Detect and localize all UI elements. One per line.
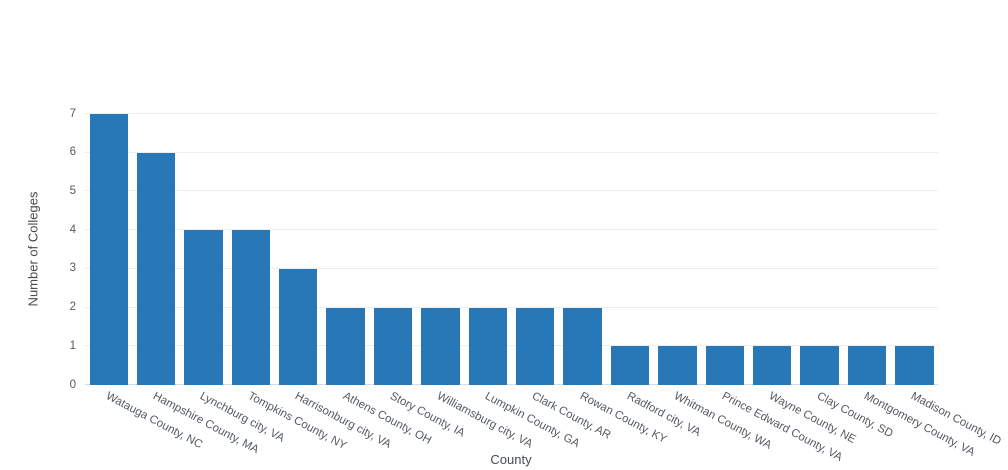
bar-slot — [85, 114, 132, 385]
bar-slot — [227, 114, 274, 385]
bar[interactable] — [800, 346, 839, 385]
y-tick-label: 5 — [69, 184, 76, 197]
bar-slot — [796, 114, 843, 385]
bar[interactable] — [610, 346, 650, 385]
x-axis-line — [85, 384, 938, 385]
bar-slot — [275, 114, 322, 385]
y-tick-label: 1 — [69, 339, 76, 352]
bar[interactable] — [705, 346, 744, 385]
gridline — [85, 267, 938, 269]
y-tick-label: 3 — [69, 262, 76, 275]
y-tick-label: 0 — [69, 378, 76, 391]
bar[interactable] — [847, 346, 887, 385]
bar-slot — [843, 114, 890, 385]
bar[interactable] — [421, 307, 460, 385]
bar-slot — [701, 114, 748, 385]
gridline — [85, 113, 938, 114]
bar[interactable] — [563, 307, 602, 385]
bar[interactable] — [279, 268, 318, 385]
bar[interactable] — [468, 307, 507, 385]
bar-slot — [180, 114, 227, 385]
bar-slot — [369, 114, 416, 385]
bar[interactable] — [895, 346, 934, 385]
bar-slot — [891, 114, 938, 385]
gridline — [85, 229, 938, 231]
bar[interactable] — [136, 152, 176, 385]
bar[interactable] — [752, 346, 792, 385]
gridline — [85, 151, 938, 153]
bar[interactable] — [326, 307, 365, 385]
bar-slot — [654, 114, 701, 385]
bar-slot — [322, 114, 369, 385]
bar-slot — [132, 114, 179, 385]
x-axis-title: County — [490, 452, 532, 467]
bar[interactable] — [658, 346, 697, 385]
bar-slot — [606, 114, 653, 385]
bar-slot — [512, 114, 559, 385]
y-tick-label: 2 — [69, 300, 76, 313]
y-tick-label: 4 — [69, 223, 76, 236]
y-tick-label: 6 — [69, 145, 76, 158]
y-tick-label: 7 — [69, 107, 76, 120]
gridline — [85, 190, 938, 192]
bar-slot — [417, 114, 464, 385]
bar[interactable] — [231, 230, 271, 385]
bar[interactable] — [89, 114, 128, 385]
bar[interactable] — [184, 230, 223, 385]
gridline — [85, 345, 938, 347]
gridline — [85, 306, 938, 308]
y-axis-title: Number of Colleges — [25, 191, 41, 307]
bar-slot — [464, 114, 511, 385]
plot-area: 0 1 2 3 4 5 6 7 Watauga County, NC Hampshire Coun… — [70, 108, 1004, 464]
bars-layer — [85, 114, 938, 385]
bar-slot — [559, 114, 606, 385]
bar-slot — [748, 114, 795, 385]
bar[interactable] — [516, 307, 555, 385]
bar[interactable] — [373, 307, 413, 385]
